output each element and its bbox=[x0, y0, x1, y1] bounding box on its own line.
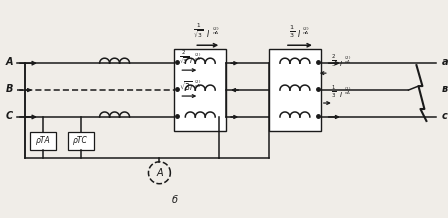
Text: $\sqrt{3}$: $\sqrt{3}$ bbox=[179, 80, 193, 93]
Text: A: A bbox=[6, 57, 13, 67]
Text: B: B bbox=[6, 84, 13, 94]
Text: $\frac{1}{3}$: $\frac{1}{3}$ bbox=[289, 24, 295, 40]
FancyBboxPatch shape bbox=[174, 49, 226, 131]
Text: $I$: $I$ bbox=[206, 28, 210, 39]
Text: $I$: $I$ bbox=[339, 59, 343, 68]
Text: в: в bbox=[441, 84, 448, 94]
Text: $^{(2)}_{н\Delta}$: $^{(2)}_{н\Delta}$ bbox=[194, 79, 202, 90]
Text: б: б bbox=[171, 195, 177, 205]
Text: a: a bbox=[441, 57, 448, 67]
Text: $^{(2)}_{н\Delta}$: $^{(2)}_{н\Delta}$ bbox=[194, 52, 202, 63]
Text: $I$: $I$ bbox=[190, 83, 193, 92]
FancyBboxPatch shape bbox=[269, 49, 321, 131]
Text: A: A bbox=[156, 168, 163, 178]
Text: c: c bbox=[441, 111, 447, 121]
Text: $^{(2)}_{н\Delta}$: $^{(2)}_{н\Delta}$ bbox=[344, 86, 351, 97]
Text: $\frac{2}{\sqrt{3}}$: $\frac{2}{\sqrt{3}}$ bbox=[179, 49, 190, 66]
Text: $\frac{1}{3}$: $\frac{1}{3}$ bbox=[331, 84, 336, 100]
Text: $I$: $I$ bbox=[339, 90, 343, 99]
FancyBboxPatch shape bbox=[30, 132, 56, 150]
Text: ρTА: ρTА bbox=[35, 136, 50, 145]
Text: $\frac{1}{\sqrt{3}}$: $\frac{1}{\sqrt{3}}$ bbox=[194, 22, 204, 40]
Text: $^{(2)}_{н\Delta}$: $^{(2)}_{н\Delta}$ bbox=[212, 26, 220, 37]
Text: C: C bbox=[6, 111, 13, 121]
Text: $^{(2)}_{н\Delta}$: $^{(2)}_{н\Delta}$ bbox=[344, 55, 351, 66]
Text: ρTС: ρTС bbox=[73, 136, 88, 145]
Text: $\frac{2}{3}$: $\frac{2}{3}$ bbox=[331, 53, 336, 69]
Text: $^{(2)}_{н\Delta}$: $^{(2)}_{н\Delta}$ bbox=[302, 26, 310, 37]
Text: $I$: $I$ bbox=[297, 28, 301, 39]
Text: $I$: $I$ bbox=[190, 56, 193, 65]
FancyBboxPatch shape bbox=[68, 132, 94, 150]
